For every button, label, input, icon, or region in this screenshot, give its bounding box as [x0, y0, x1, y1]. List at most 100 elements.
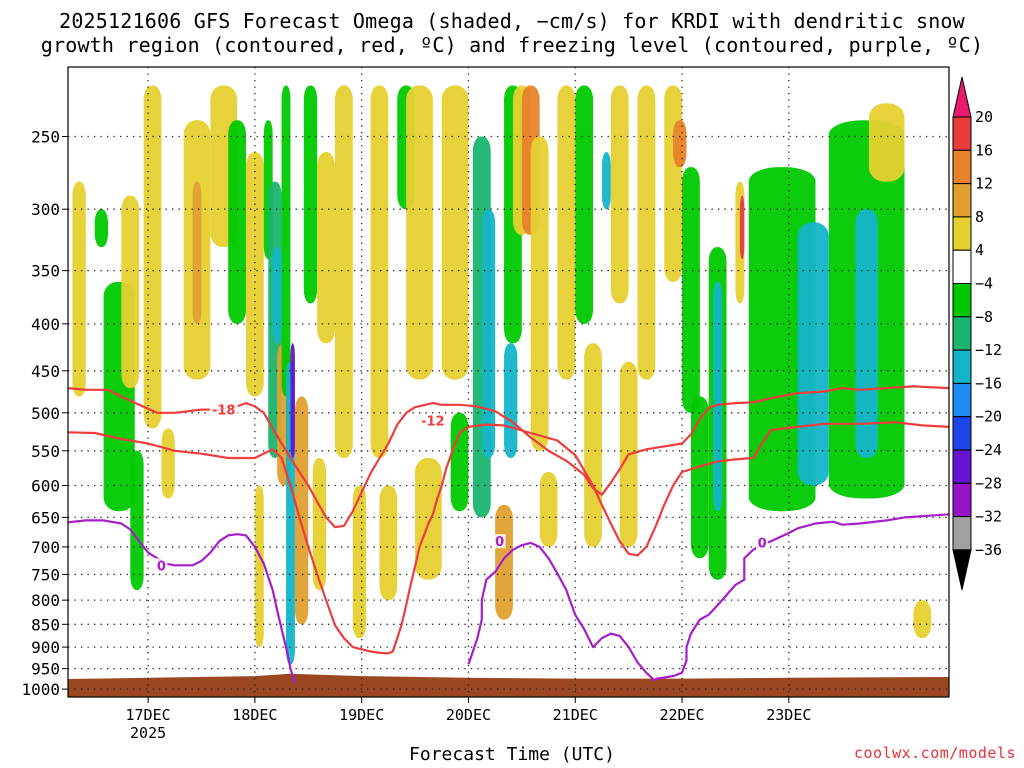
colorbar-bottom-arrow: [952, 549, 972, 591]
omega-region: [294, 396, 309, 625]
colorbar-swatch: [952, 183, 972, 218]
y-tick-label: 750: [31, 565, 60, 584]
y-tick-label: 900: [31, 638, 60, 657]
colorbar: 20 16 12 8 4 −4 −8 −12 −16 −20 −24 −28 −32 −36: [952, 76, 1002, 591]
omega-region: [868, 103, 905, 182]
x-tick-label: 20DEC: [446, 706, 491, 724]
contour-label-bg: [493, 534, 506, 549]
terrain-fill: [68, 673, 949, 697]
colorbar-swatch: [952, 149, 972, 185]
omega-region: [312, 457, 327, 591]
omega-region: [637, 85, 656, 380]
colorbar-swatch: [952, 382, 972, 418]
x-tick-label: 19DEC: [339, 706, 384, 724]
colorbar-label: 16: [975, 141, 993, 159]
x-tick-label: 21DEC: [553, 706, 598, 724]
colorbar-label: 12: [975, 175, 993, 193]
omega-region: [855, 209, 878, 458]
y-tick-label: 600: [31, 476, 60, 495]
omega-shading: [72, 85, 932, 665]
omega-region: [245, 152, 264, 397]
colorbar-swatch: [952, 249, 972, 284]
colorbar-label: −24: [975, 441, 1002, 459]
omega-region: [303, 85, 318, 304]
omega-region: [379, 485, 398, 601]
plot-frame: [67, 66, 950, 698]
contour-label-bg: [155, 558, 168, 573]
colorbar-swatch: [952, 449, 972, 484]
omega-region: [610, 85, 629, 304]
contour-label-bg: [756, 535, 769, 550]
colorbar-label: −36: [975, 541, 1002, 559]
omega-region: [254, 485, 264, 648]
omega-region: [370, 85, 389, 458]
omega-region: [739, 195, 745, 260]
omega-region: [682, 167, 700, 413]
omega-region: [290, 343, 295, 458]
omega-region: [575, 85, 594, 324]
y-axis: 250 300 350 400 450 500 550 600 650 700 750 800 850 9…: [21, 128, 68, 699]
omega-region: [281, 85, 291, 397]
colorbar-swatch: [952, 482, 972, 518]
contour-line: [655, 513, 949, 681]
omega-region: [406, 85, 433, 380]
omega-region: [352, 485, 367, 639]
omega-region: [441, 85, 469, 380]
colorbar-swatch: [952, 416, 972, 451]
omega-region: [601, 152, 611, 210]
colorbar-label: −28: [975, 474, 1002, 492]
colorbar-label: 4: [975, 241, 984, 259]
omega-region: [664, 85, 683, 282]
grid-layer: [68, 67, 949, 697]
omega-region: [797, 222, 829, 486]
credit-text: coolwx.com/models: [853, 744, 1016, 762]
colorbar-label: −32: [975, 508, 1002, 526]
omega-region: [228, 120, 246, 324]
y-tick-label: 500: [31, 404, 60, 423]
colorbar-label: 8: [975, 208, 984, 226]
y-tick-label: 350: [31, 262, 60, 281]
omega-region: [161, 428, 175, 499]
omega-region: [504, 343, 518, 458]
colorbar-label: −12: [975, 341, 1002, 359]
y-tick-label: 400: [31, 315, 60, 334]
omega-region: [192, 181, 202, 324]
contour-line: [68, 519, 296, 684]
y-tick-label: 450: [31, 362, 60, 381]
omega-region: [72, 181, 86, 397]
omega-region: [94, 209, 109, 248]
y-tick-label: 950: [31, 660, 60, 679]
omega-region: [913, 600, 932, 639]
y-tick-label: 250: [31, 128, 60, 147]
contour-line: [68, 421, 949, 655]
omega-region: [415, 457, 442, 580]
omega-region: [539, 471, 558, 547]
colorbar-swatch: [952, 116, 972, 151]
x-tick-label: 18DEC: [232, 706, 277, 724]
omega-region: [530, 136, 549, 451]
colorbar-swatch: [952, 216, 972, 251]
y-tick-label: 300: [31, 200, 60, 219]
omega-region: [450, 412, 469, 512]
colorbar-swatch: [952, 349, 972, 384]
contour-label: 0: [157, 559, 166, 574]
omega-region: [130, 450, 144, 591]
omega-region: [713, 281, 723, 512]
omega-region: [584, 343, 602, 547]
y-tick-label: 650: [31, 508, 60, 527]
colorbar-label: −8: [975, 308, 993, 326]
omega-region: [557, 85, 576, 380]
colorbar-label: −4: [975, 275, 993, 293]
contour-label: -12: [421, 415, 445, 430]
omega-region: [495, 504, 513, 620]
contour-label-bg: [209, 402, 238, 417]
omega-region: [690, 396, 709, 559]
x-tick-label: 23DEC: [766, 706, 811, 724]
contour-line: [467, 541, 657, 682]
contour-label-bg: [418, 413, 447, 428]
colorbar-swatch: [952, 516, 972, 551]
contour-label: 0: [758, 536, 767, 551]
contour-line: [68, 385, 949, 529]
